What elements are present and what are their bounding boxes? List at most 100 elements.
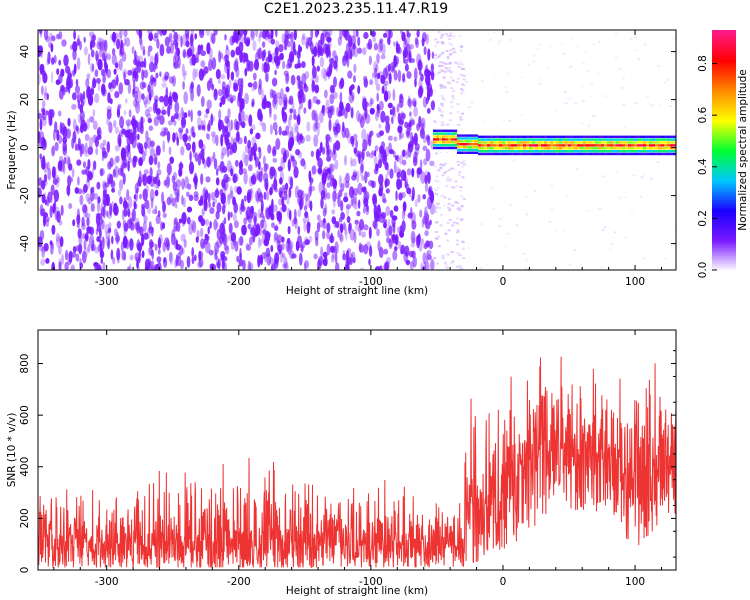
noise-cell <box>281 196 285 207</box>
signal-cell <box>445 141 449 144</box>
signal-cell <box>634 150 638 153</box>
noise-cell <box>457 63 461 66</box>
noise-cell <box>147 84 151 94</box>
noise-cell <box>263 191 267 200</box>
noise-cell <box>118 103 122 109</box>
noise-cell <box>295 126 299 133</box>
noise-cell <box>95 77 101 84</box>
colorbar-swatch <box>712 196 736 199</box>
noise-cell <box>60 159 65 173</box>
noise-cell <box>330 254 335 263</box>
signal-cell <box>604 135 608 138</box>
colorbar-swatch <box>712 166 736 169</box>
noise-cell <box>447 198 451 201</box>
noise-cell <box>127 122 130 133</box>
y-tick-label: -20 <box>19 187 31 204</box>
noise-cell <box>141 174 146 181</box>
noise-cell <box>362 47 367 56</box>
signal-cell <box>655 138 659 141</box>
signal-cell <box>571 155 575 159</box>
signal-cell <box>556 138 560 141</box>
noise-cell <box>41 85 44 96</box>
noise-cell <box>260 166 264 177</box>
signal-cell <box>511 141 515 144</box>
noise-cell <box>289 209 292 221</box>
noise-cell <box>163 257 168 268</box>
signal-cell <box>481 150 485 153</box>
noise-cell <box>355 30 359 37</box>
colorbar-swatch <box>712 214 736 217</box>
noise-cell <box>445 50 449 52</box>
signal-cell <box>595 152 599 156</box>
noise-cell <box>490 187 494 190</box>
noise-cell <box>275 30 278 38</box>
noise-cell <box>51 224 56 235</box>
noise-cell <box>171 175 176 184</box>
colorbar-swatch <box>712 206 736 209</box>
noise-cell <box>112 256 116 265</box>
noise-cell <box>339 30 343 40</box>
signal-cell <box>664 144 668 147</box>
colorbar-swatch <box>712 220 736 223</box>
signal-cell <box>640 132 644 136</box>
signal-cell <box>667 135 671 138</box>
noise-cell <box>327 30 333 37</box>
noise-cell <box>348 223 351 234</box>
noise-cell <box>366 42 372 50</box>
noise-cell <box>122 220 127 229</box>
noise-cell <box>420 73 424 82</box>
noise-cell <box>144 258 151 270</box>
noise-cell <box>546 66 550 69</box>
noise-cell <box>77 228 82 239</box>
noise-cell <box>215 256 220 267</box>
noise-cell <box>416 235 421 242</box>
noise-cell <box>423 158 428 166</box>
y-tick-label: 0 <box>19 567 31 574</box>
noise-cell <box>345 180 350 189</box>
signal-cell <box>571 150 575 153</box>
noise-cell <box>121 154 125 165</box>
noise-cell <box>234 185 239 193</box>
noise-cell <box>450 261 454 264</box>
noise-cell <box>259 191 263 199</box>
noise-cell <box>190 219 195 231</box>
noise-cell <box>452 47 456 50</box>
signal-cell <box>640 138 644 141</box>
noise-cell <box>358 199 361 209</box>
noise-cell <box>275 138 281 150</box>
noise-cell <box>368 101 373 108</box>
noise-cell <box>116 247 121 261</box>
noise-cell <box>446 179 450 182</box>
noise-cell <box>62 89 66 96</box>
noise-cell <box>640 176 644 179</box>
noise-cell <box>204 113 209 119</box>
colorbar-swatch <box>712 246 736 249</box>
signal-cell <box>508 144 512 147</box>
noise-cell <box>111 187 115 193</box>
signal-cell <box>526 141 530 144</box>
noise-cell <box>448 209 451 212</box>
noise-cell <box>441 64 445 67</box>
signal-cell <box>637 150 641 153</box>
noise-cell <box>456 160 460 163</box>
noise-cell <box>311 79 316 92</box>
signal-cell <box>589 141 593 144</box>
noise-cell <box>407 53 412 62</box>
signal-cell <box>526 132 530 136</box>
y-axis-title: SNR (10 * v/v) <box>6 413 18 488</box>
noise-cell <box>389 209 394 218</box>
signal-cell <box>667 150 671 153</box>
signal-cell <box>565 147 569 150</box>
noise-cell <box>118 179 124 191</box>
noise-cell <box>436 180 440 183</box>
signal-cell <box>439 149 443 153</box>
noise-cell <box>314 113 319 123</box>
noise-cell <box>128 196 133 209</box>
signal-cell <box>556 132 560 136</box>
signal-cell <box>673 132 676 136</box>
noise-cell <box>154 189 159 197</box>
noise-cell <box>614 56 618 59</box>
noise-cell <box>261 41 266 48</box>
noise-cell <box>326 222 331 233</box>
noise-cell <box>340 200 344 212</box>
